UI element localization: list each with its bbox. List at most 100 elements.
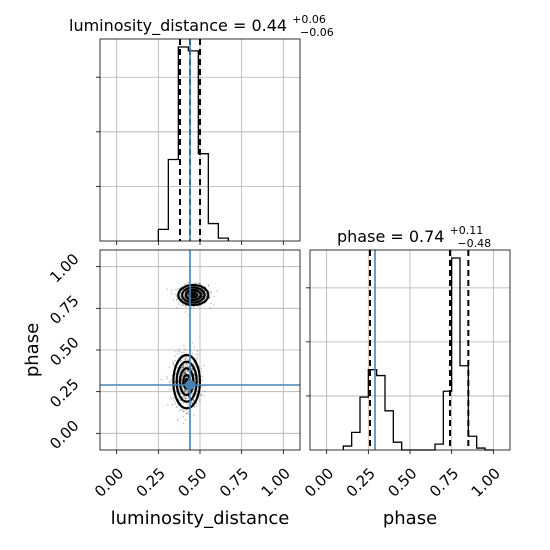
sample-point [184, 389, 186, 392]
sample-point [201, 379, 204, 382]
sample-point [180, 368, 182, 370]
sample-point [185, 372, 187, 375]
sample-point [177, 303, 180, 305]
sample-point [181, 351, 183, 354]
histogram-steps [342, 257, 494, 451]
sample-point [182, 410, 185, 412]
sample-point [182, 364, 184, 366]
sample-point [191, 402, 193, 404]
x-tick-label: 0.75 [216, 464, 252, 500]
sample-point [181, 374, 184, 377]
sample-point [167, 404, 169, 406]
sample-point [181, 366, 184, 369]
sample-point [179, 293, 181, 295]
sample-point [193, 306, 195, 308]
sample-point [187, 371, 189, 373]
sample-point [197, 380, 199, 382]
sample-point [187, 391, 189, 393]
sample-point [166, 375, 168, 378]
sample-point [185, 396, 187, 398]
sample-point [187, 410, 189, 413]
sample-point [181, 381, 183, 384]
sample-point [177, 398, 180, 400]
sample-point [192, 392, 194, 395]
sample-point [193, 406, 196, 408]
sample-point [176, 406, 178, 408]
sample-point [174, 403, 177, 405]
sample-point [193, 374, 195, 376]
panel-phase-hist: 0.00 0.25 0.50 0.75 1.00 phase = 0.74 +0.11 … [301, 219, 511, 501]
sample-point [182, 402, 185, 404]
sample-point [197, 353, 199, 355]
sample-point [186, 363, 188, 365]
sample-point [191, 393, 193, 396]
sample-point [184, 398, 187, 400]
sample-point [193, 400, 195, 402]
density-contour [175, 360, 198, 403]
sample-point [160, 378, 163, 381]
hist-ld-title: luminosity_distance = 0.44 +0.06 −0.06 [69, 8, 334, 39]
sample-point [187, 292, 189, 295]
sample-point [178, 399, 180, 401]
sample-point [187, 293, 189, 295]
sample-point [186, 365, 189, 367]
panel-luminosity-distance-hist: luminosity_distance = 0.44 +0.06 −0.06 [69, 8, 334, 245]
sample-point [196, 357, 198, 359]
sample-point [191, 402, 193, 404]
sample-point [199, 282, 201, 285]
sample-point [187, 358, 189, 360]
sample-point [177, 381, 180, 383]
sample-point [185, 304, 187, 307]
sample-point [182, 410, 184, 412]
sample-point [176, 418, 179, 420]
sample-point [183, 372, 186, 374]
density-contour [177, 283, 210, 307]
sample-point [185, 412, 188, 415]
sample-point [198, 294, 200, 296]
sample-point [186, 376, 188, 378]
sample-point [187, 390, 189, 393]
sample-point [171, 398, 173, 400]
sample-point [203, 364, 205, 367]
sample-point [184, 397, 186, 399]
sample-point [183, 295, 185, 297]
sample-point [195, 282, 197, 284]
sample-point [185, 389, 187, 391]
sample-point [201, 293, 204, 296]
sample-point [182, 415, 184, 418]
sample-point [187, 396, 190, 398]
sample-point [183, 283, 186, 285]
sample-point [184, 357, 186, 359]
sample-point [178, 301, 180, 304]
sample-point [186, 402, 188, 404]
sample-point [168, 380, 171, 382]
sample-point [197, 375, 199, 377]
sample-point [182, 303, 184, 305]
sample-point [176, 298, 178, 300]
sample-point [193, 388, 195, 390]
sample-point [166, 377, 168, 380]
sample-point [179, 409, 182, 411]
sample-point [177, 420, 179, 422]
sample-point [178, 409, 180, 412]
y-axis-title-phase: phase [22, 323, 43, 377]
sample-point [175, 307, 177, 309]
sample-point [201, 296, 203, 298]
sample-point [180, 291, 182, 293]
sample-point [187, 370, 189, 373]
sample-point [208, 290, 210, 292]
sample-point [184, 372, 186, 374]
truth-marker [185, 380, 195, 390]
sample-point [183, 372, 185, 374]
hist-phase-title: phase = 0.74 +0.11 −0.48 [337, 219, 491, 250]
sample-point [197, 376, 199, 378]
sample-point [185, 398, 187, 400]
sample-point [195, 405, 198, 407]
sample-point [183, 292, 186, 295]
sample-point [213, 304, 215, 306]
x-tick-label: 0.00 [91, 464, 127, 500]
sample-point [202, 295, 204, 298]
sample-point [185, 362, 188, 364]
sample-point [184, 390, 187, 392]
sample-point [195, 354, 197, 356]
